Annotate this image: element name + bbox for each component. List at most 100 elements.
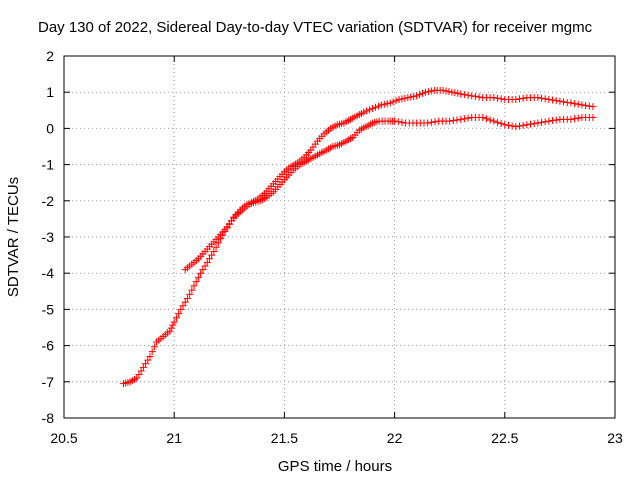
- data-point: [512, 95, 520, 103]
- data-point: [369, 104, 377, 112]
- grid: [64, 56, 615, 418]
- data-point: [212, 243, 220, 251]
- data-point: [208, 251, 216, 259]
- data-markers: [120, 86, 597, 388]
- data-point: [534, 94, 542, 102]
- data-point: [567, 99, 575, 107]
- data-point: [142, 360, 150, 368]
- data-point: [475, 93, 483, 101]
- data-point: [407, 93, 415, 101]
- data-point: [490, 117, 498, 125]
- data-point: [194, 273, 202, 281]
- data-point: [371, 103, 379, 111]
- data-point: [139, 363, 147, 371]
- y-tick-label: -8: [42, 410, 55, 426]
- data-point: [446, 117, 454, 125]
- data-point: [424, 119, 432, 127]
- data-point: [582, 101, 590, 109]
- data-point: [427, 118, 435, 126]
- data-point: [172, 314, 180, 322]
- data-point: [421, 88, 429, 96]
- data-point: [170, 318, 178, 326]
- data-point: [363, 107, 371, 115]
- y-tick-label: 2: [46, 48, 54, 64]
- data-point: [454, 89, 462, 97]
- data-point: [464, 91, 472, 99]
- data-point: [169, 321, 177, 329]
- data-point: [549, 96, 557, 104]
- data-point: [383, 100, 391, 108]
- data-point: [404, 94, 412, 102]
- data-point: [377, 101, 385, 109]
- data-point: [538, 118, 546, 126]
- data-point: [394, 118, 402, 126]
- data-point: [585, 102, 593, 110]
- data-point: [410, 92, 418, 100]
- data-point: [203, 258, 211, 266]
- data-point: [133, 374, 141, 382]
- data-point: [186, 290, 194, 298]
- x-tick-label: 21.5: [271, 430, 298, 446]
- data-point: [360, 108, 368, 116]
- data-point: [135, 371, 143, 379]
- data-point: [148, 348, 156, 356]
- x-axis-title: GPS time / hours: [278, 458, 392, 475]
- y-tick-label: -2: [42, 193, 55, 209]
- data-point: [523, 121, 531, 129]
- data-point: [556, 97, 564, 105]
- data-point: [374, 102, 382, 110]
- data-point: [197, 269, 205, 277]
- data-point: [392, 97, 400, 105]
- data-point: [534, 119, 542, 127]
- axis-ticks: 20.5 21 21.5 22 22.5 23 -8 -7 -6 -5 -4 -3 -2 -1 0 1 2: [42, 48, 623, 446]
- data-point: [552, 97, 560, 105]
- data-point: [468, 92, 476, 100]
- data-point: [497, 95, 505, 103]
- data-point: [493, 118, 501, 126]
- data-point: [389, 98, 397, 106]
- y-tick-label: 1: [46, 84, 54, 100]
- data-point: [471, 92, 479, 100]
- data-point: [578, 101, 586, 109]
- data-point: [497, 120, 505, 128]
- x-tick-label: 20.5: [50, 430, 77, 446]
- data-point: [183, 295, 191, 303]
- data-point: [181, 298, 189, 306]
- data-point: [515, 122, 523, 130]
- data-point: [508, 122, 516, 130]
- data-point: [567, 115, 575, 123]
- data-point: [571, 115, 579, 123]
- data-point: [431, 118, 439, 126]
- data-point: [545, 117, 553, 125]
- data-point: [527, 120, 535, 128]
- data-point: [144, 356, 152, 364]
- data-point: [391, 117, 399, 125]
- data-point: [188, 286, 196, 294]
- y-tick-label: -6: [42, 338, 55, 354]
- data-point: [380, 100, 388, 108]
- data-point: [545, 95, 553, 103]
- data-point: [589, 114, 597, 122]
- y-axis-title: SDTVAR / TECUs: [5, 177, 22, 297]
- data-point: [201, 262, 209, 270]
- data-point: [451, 89, 459, 97]
- y-tick-label: 0: [46, 120, 54, 136]
- data-point: [167, 324, 175, 332]
- data-point: [515, 95, 523, 103]
- data-point: [552, 116, 560, 124]
- data-point: [493, 94, 501, 102]
- data-point: [416, 91, 424, 99]
- data-point: [574, 100, 582, 108]
- x-tick-label: 22.5: [491, 430, 518, 446]
- y-tick-label: -1: [42, 157, 55, 173]
- data-point: [453, 116, 461, 124]
- data-point: [457, 90, 465, 98]
- data-point: [419, 89, 427, 97]
- data-point: [442, 87, 450, 95]
- data-point: [398, 95, 406, 103]
- x-tick-label: 22: [387, 430, 403, 446]
- data-point: [386, 99, 394, 107]
- data-point: [210, 247, 218, 255]
- data-point: [519, 94, 527, 102]
